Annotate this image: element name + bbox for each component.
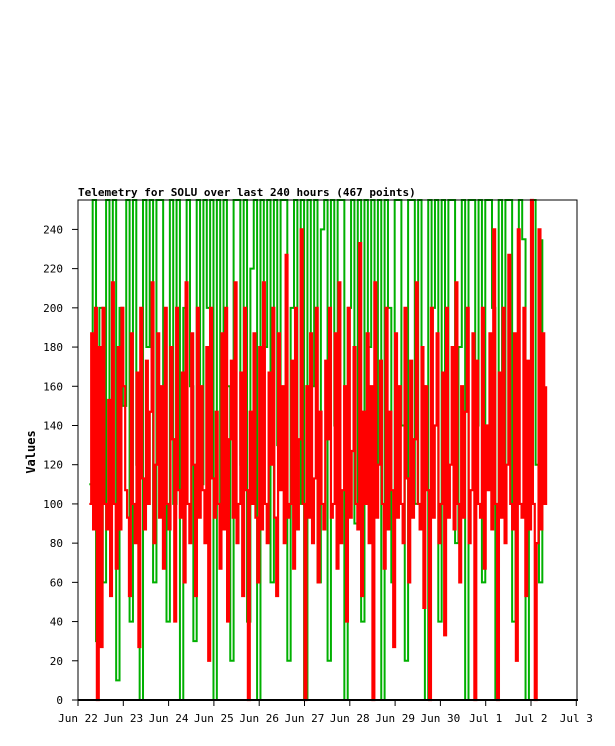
y-tick-label: 160 (43, 380, 63, 393)
y-tick-label: 220 (43, 263, 63, 276)
y-tick-label: 140 (43, 419, 63, 432)
x-tick-label: Jun 25 (194, 712, 234, 725)
x-tick-label: Jun 22 (58, 712, 98, 725)
x-tick-label: Jun 27 (285, 712, 325, 725)
y-tick-label: 200 (43, 302, 63, 315)
series-layer (89, 198, 548, 702)
x-tick-label: Jun 29 (375, 712, 415, 725)
x-tick-label: Jun 30 (421, 712, 461, 725)
series-line-red (89, 198, 548, 702)
y-tick-label: 100 (43, 498, 63, 511)
y-tick-label: 180 (43, 341, 63, 354)
x-tick-label: Jun 28 (330, 712, 370, 725)
y-tick-label: 40 (50, 616, 63, 629)
y-tick-label: 80 (50, 537, 63, 550)
x-tick-label: Jul 3 (560, 712, 593, 725)
chart-title: Telemetry for SOLU over last 240 hours (… (78, 186, 416, 199)
x-tick-label: Jun 26 (239, 712, 279, 725)
y-tick-label: 60 (50, 576, 63, 589)
y-tick-label: 0 (56, 694, 63, 707)
x-tick-label: Jun 23 (103, 712, 143, 725)
axis-layer: 0 20 40 60 80 100 120 140 160 180 200 220 240 Jun 22 J… (43, 223, 593, 725)
y-tick-label: 20 (50, 655, 63, 668)
y-axis-label: Values (24, 430, 38, 473)
x-tick-label: Jul 2 (514, 712, 547, 725)
y-tick-label: 240 (43, 223, 63, 236)
x-tick-label: Jul 1 (469, 712, 502, 725)
x-tick-label: Jun 24 (149, 712, 189, 725)
y-tick-label: 120 (43, 459, 63, 472)
